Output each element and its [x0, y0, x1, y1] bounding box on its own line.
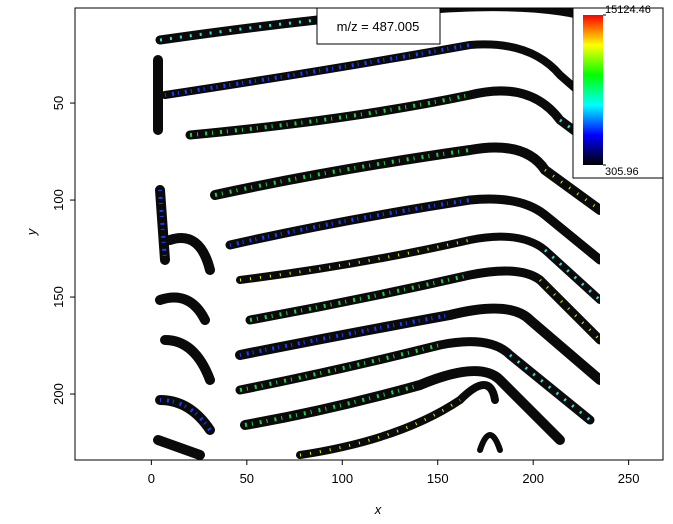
- ion-image: [153, 8, 600, 460]
- x-axis-label: x: [374, 502, 382, 517]
- texture: [153, 8, 600, 460]
- y-tick-label: 50: [51, 96, 66, 110]
- colorbar-tick-label: 305.96: [605, 166, 639, 178]
- y-axis-label: y: [24, 227, 39, 236]
- colorbar-tick-label: 15124.46: [605, 4, 651, 16]
- x-tick-label: 100: [331, 471, 353, 486]
- x-tick-label: 250: [618, 471, 640, 486]
- x-tick-label: 200: [522, 471, 544, 486]
- x-tick-label: 0: [148, 471, 155, 486]
- x-tick-label: 50: [240, 471, 254, 486]
- y-tick-label: 150: [51, 286, 66, 308]
- title-box: [316, 7, 441, 45]
- chart-title: m/z = 487.005: [337, 19, 420, 34]
- y-tick-label: 100: [51, 189, 66, 211]
- plot-frame: [74, 7, 664, 461]
- x-tick-label: 150: [427, 471, 449, 486]
- colorbar: [583, 15, 603, 165]
- y-tick-label: 200: [51, 383, 66, 405]
